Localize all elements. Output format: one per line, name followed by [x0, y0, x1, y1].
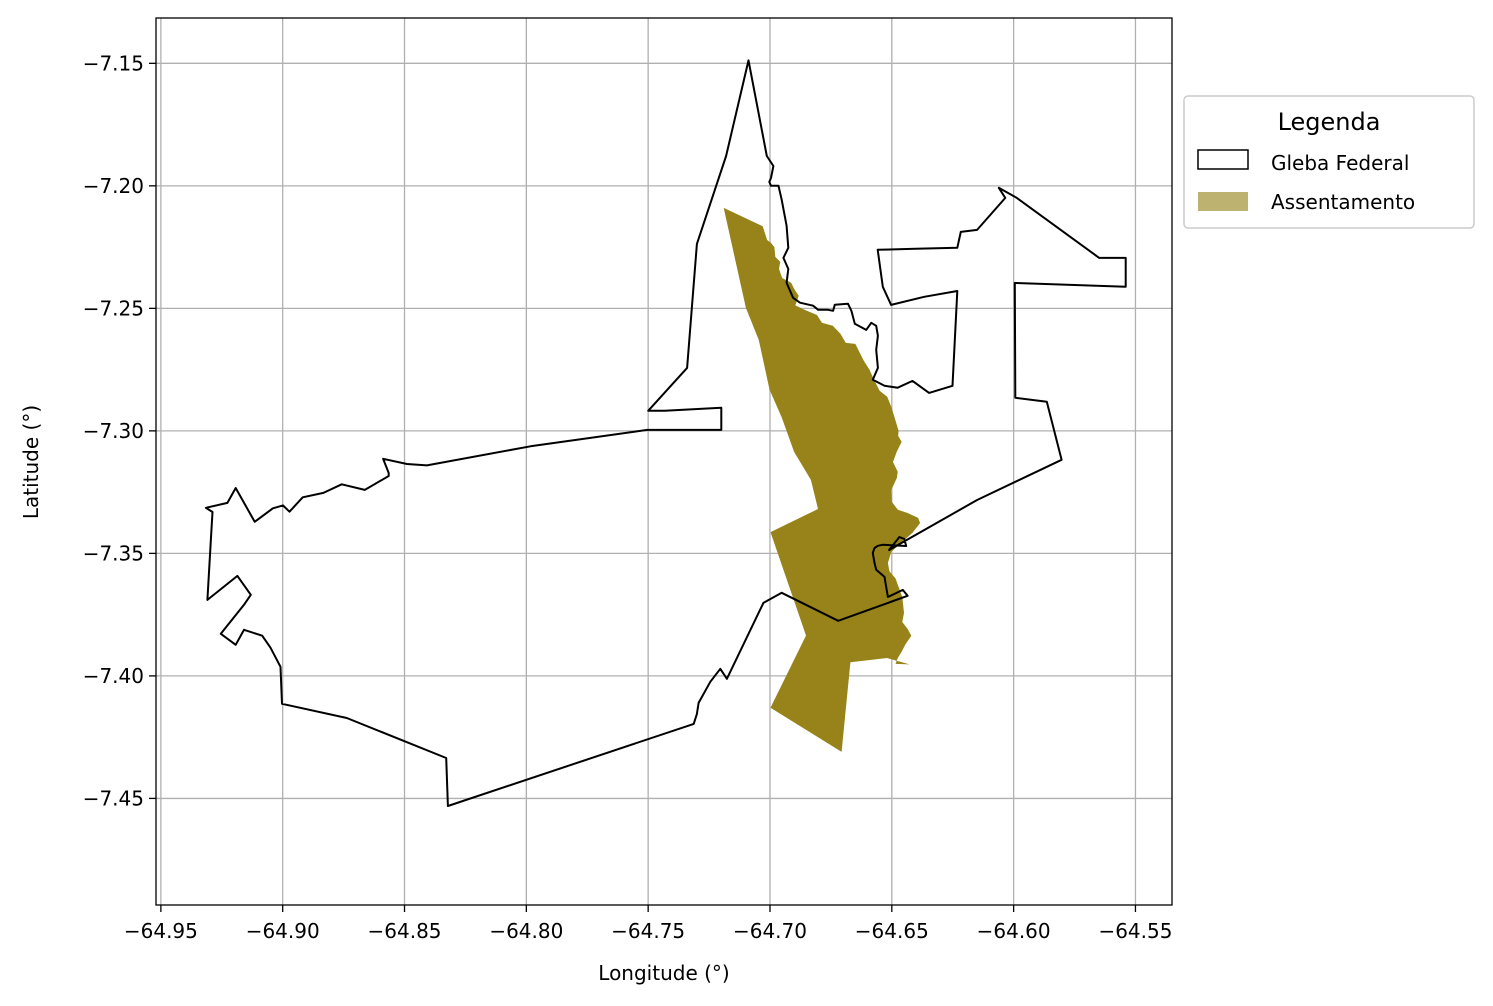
x-tick-label: −64.85	[368, 919, 442, 943]
y-tick-label: −7.20	[83, 174, 144, 198]
y-tick-label: −7.35	[83, 541, 144, 565]
x-tick-label: −64.70	[733, 919, 807, 943]
x-axis-title: Longitude (°)	[598, 961, 729, 985]
legend-title: Legenda	[1278, 108, 1381, 136]
x-tick-label: −64.55	[1098, 919, 1172, 943]
x-tick-label: −64.65	[855, 919, 929, 943]
legend-label-assentamento: Assentamento	[1271, 190, 1415, 214]
legend-label-gleba-federal: Gleba Federal	[1271, 151, 1409, 175]
x-tick-label: −64.80	[489, 919, 563, 943]
y-tick-label: −7.15	[83, 51, 144, 75]
x-tick-label: −64.95	[124, 919, 198, 943]
y-axis-title: Latitude (°)	[19, 405, 43, 519]
legend: Legenda Gleba Federal Assentamento	[1184, 96, 1474, 228]
legend-swatch-gleba-federal	[1198, 150, 1248, 169]
y-tick-label: −7.30	[83, 419, 144, 443]
y-tick-label: −7.45	[83, 786, 144, 810]
x-tick-label: −64.90	[246, 919, 320, 943]
legend-swatch-assentamento	[1198, 192, 1248, 211]
y-tick-label: −7.40	[83, 664, 144, 688]
y-tick-label: −7.25	[83, 296, 144, 320]
x-tick-label: −64.75	[611, 919, 685, 943]
x-tick-label: −64.60	[977, 919, 1051, 943]
